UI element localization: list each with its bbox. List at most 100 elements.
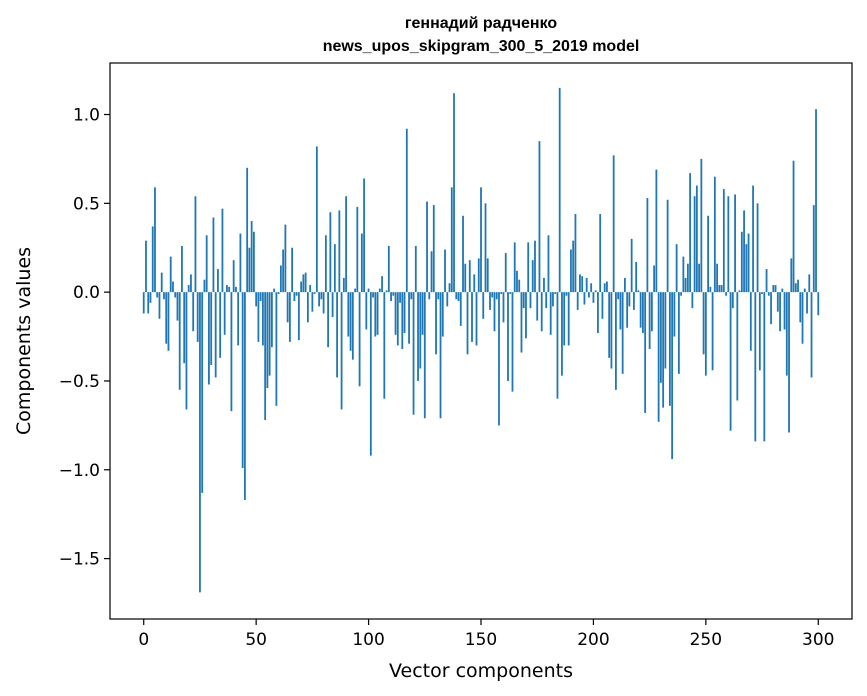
bar (183, 292, 186, 364)
bar (772, 285, 775, 293)
bar (763, 292, 766, 442)
bar (504, 253, 507, 293)
bar (333, 244, 336, 293)
bar (725, 292, 727, 296)
bar (731, 292, 734, 309)
bar (574, 213, 577, 293)
bar (475, 292, 478, 346)
bar (489, 292, 491, 310)
x-axis-label: Vector components (389, 660, 573, 682)
bar (318, 292, 321, 307)
bar (356, 206, 359, 293)
bar (237, 292, 240, 346)
bar (610, 292, 613, 369)
bar (815, 109, 817, 293)
bar (792, 160, 795, 293)
bar (358, 292, 361, 387)
bar (172, 281, 174, 293)
bar (396, 292, 399, 346)
bar (680, 292, 683, 296)
bar (635, 261, 638, 293)
bar (266, 292, 269, 389)
bar (513, 242, 516, 293)
bar (588, 292, 590, 298)
bar (226, 285, 228, 293)
bar (208, 292, 210, 385)
bar (738, 290, 741, 293)
bar (599, 213, 602, 293)
bar (367, 288, 370, 293)
bar (761, 292, 763, 294)
bar (657, 292, 660, 422)
bar (606, 281, 608, 293)
bar (228, 286, 231, 293)
bar (270, 292, 273, 348)
bar (718, 285, 721, 293)
x-tick-label: 250 (690, 630, 722, 650)
bar (668, 292, 671, 406)
bar (493, 292, 496, 332)
bar (441, 292, 444, 337)
bar (235, 286, 237, 293)
bar (192, 292, 195, 332)
bar (455, 292, 458, 300)
bar (583, 292, 586, 305)
bar (462, 215, 464, 293)
bar (376, 292, 379, 335)
y-tick-label: −1.5 (59, 550, 100, 570)
bar (282, 249, 285, 293)
bar (626, 292, 629, 328)
bar (435, 292, 437, 355)
bar (498, 292, 500, 426)
bar (749, 292, 752, 351)
bar (394, 292, 397, 335)
bar (401, 292, 404, 349)
bar (785, 292, 788, 376)
bar (691, 292, 694, 309)
bar (257, 292, 260, 342)
y-tick-label: 1.0 (73, 106, 100, 126)
bar (534, 240, 536, 293)
bar (480, 187, 482, 293)
bar (511, 292, 514, 392)
bar (336, 292, 338, 378)
bar (199, 292, 201, 593)
bar (646, 198, 649, 293)
bar (363, 178, 365, 293)
bar (268, 292, 271, 376)
bar (453, 93, 455, 293)
bar (178, 292, 181, 390)
bar (163, 292, 165, 300)
bar (448, 283, 451, 293)
bar (527, 242, 530, 293)
bar (432, 205, 435, 293)
y-axis-label: Components values (13, 247, 35, 435)
bar (340, 292, 343, 410)
bar (644, 292, 647, 413)
bar (410, 292, 413, 300)
x-tick-label: 0 (138, 630, 149, 650)
bar (711, 292, 714, 371)
bar (779, 292, 781, 332)
bar (392, 292, 395, 296)
bar (279, 265, 282, 293)
bar (273, 288, 276, 293)
bar (509, 292, 512, 294)
bar (549, 292, 552, 335)
bar (275, 292, 278, 406)
bar (572, 240, 575, 293)
bar (426, 201, 428, 293)
bar (311, 292, 314, 312)
bar (788, 292, 790, 433)
bar (466, 292, 469, 355)
x-tick-label: 150 (465, 630, 497, 650)
bar (673, 292, 676, 337)
bar (639, 292, 642, 328)
bar (203, 279, 206, 293)
bar (677, 292, 680, 374)
bar (414, 245, 417, 293)
bar (664, 292, 667, 369)
bar (552, 292, 554, 307)
bar (151, 226, 154, 293)
bar (653, 265, 656, 293)
